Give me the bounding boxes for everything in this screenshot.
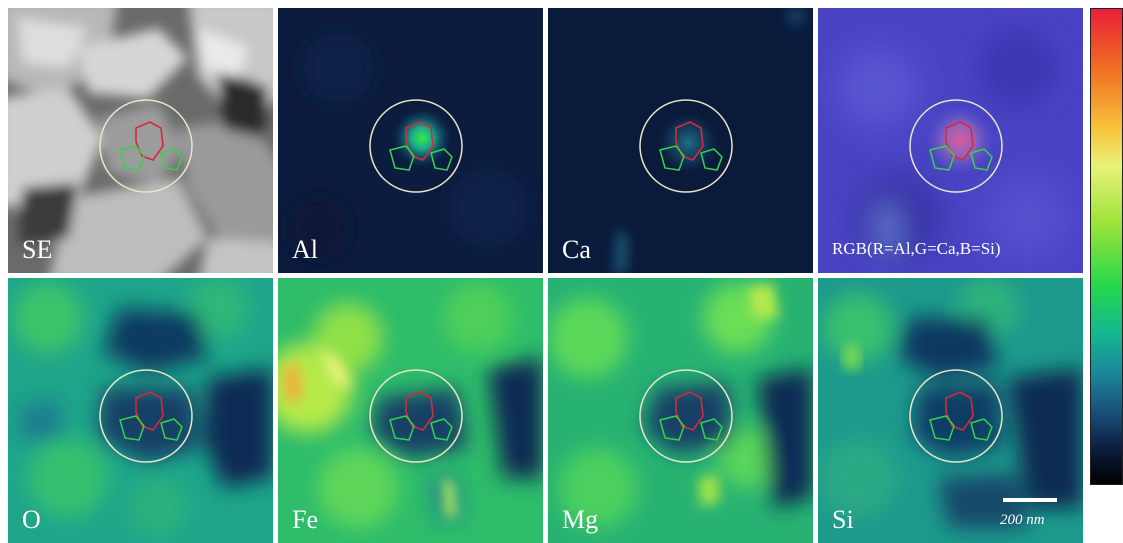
panel-label: O [22, 505, 41, 534]
green-region-right [430, 418, 453, 441]
green-region-right [970, 148, 993, 171]
green-region-right [700, 148, 723, 171]
rgb-panel: RGB(R=Al,G=Ca,B=Si) [818, 8, 1083, 273]
red-region [405, 391, 434, 431]
region-overlay [369, 99, 463, 193]
mg-panel: Mg [548, 278, 813, 543]
fe-panel: Fe [278, 278, 543, 543]
green-region-right [970, 418, 993, 441]
red-region [135, 391, 164, 431]
region-overlay [639, 99, 733, 193]
panel-label: Mg [562, 505, 599, 534]
o-panel: O [8, 278, 273, 543]
green-region-right [430, 148, 453, 171]
analysis-circle [909, 99, 1003, 193]
analysis-circle [909, 369, 1003, 463]
color-scale-bar [1090, 8, 1123, 485]
green-region-left [659, 415, 685, 441]
scale-bar [1003, 498, 1057, 502]
ca-map [548, 8, 813, 273]
rgb-composite [818, 8, 1083, 273]
panel-label: Fe [292, 505, 318, 534]
si-panel: Si [818, 278, 1083, 543]
region-overlay [639, 369, 733, 463]
green-region-left [929, 145, 955, 171]
analysis-circle [639, 369, 733, 463]
region-overlay [909, 369, 1003, 463]
panel-label: Al [292, 235, 318, 264]
al-map [278, 8, 543, 273]
se-image [8, 8, 273, 273]
scale-bar-label: 200 nm [1000, 512, 1045, 528]
green-region-right [160, 418, 183, 441]
red-region [945, 121, 974, 161]
panel-label: Si [832, 505, 854, 534]
red-region [135, 121, 164, 161]
green-region-left [389, 415, 415, 441]
red-region [675, 391, 704, 431]
ca-panel: Ca [548, 8, 813, 273]
red-region [675, 121, 704, 161]
analysis-circle [369, 99, 463, 193]
analysis-circle [369, 369, 463, 463]
fe-map [278, 278, 543, 543]
green-region-left [659, 145, 685, 171]
analysis-circle [639, 99, 733, 193]
panel-label: RGB(R=Al,G=Ca,B=Si) [832, 239, 1001, 258]
analysis-circle [99, 369, 193, 463]
red-region [405, 121, 434, 161]
red-region [945, 391, 974, 431]
green-region-left [119, 145, 145, 171]
green-region-left [389, 145, 415, 171]
al-panel: Al [278, 8, 543, 273]
region-overlay [99, 99, 193, 193]
region-overlay [369, 369, 463, 463]
o-map [8, 278, 273, 543]
panel-label: Ca [562, 235, 591, 264]
region-overlay [909, 99, 1003, 193]
green-region-left [119, 415, 145, 441]
mg-map [548, 278, 813, 543]
analysis-circle [99, 99, 193, 193]
region-overlay [99, 369, 193, 463]
green-region-right [160, 148, 183, 171]
panel-label: SE [22, 235, 53, 264]
green-region-right [700, 418, 723, 441]
se-panel: SE [8, 8, 273, 273]
green-region-left [929, 415, 955, 441]
